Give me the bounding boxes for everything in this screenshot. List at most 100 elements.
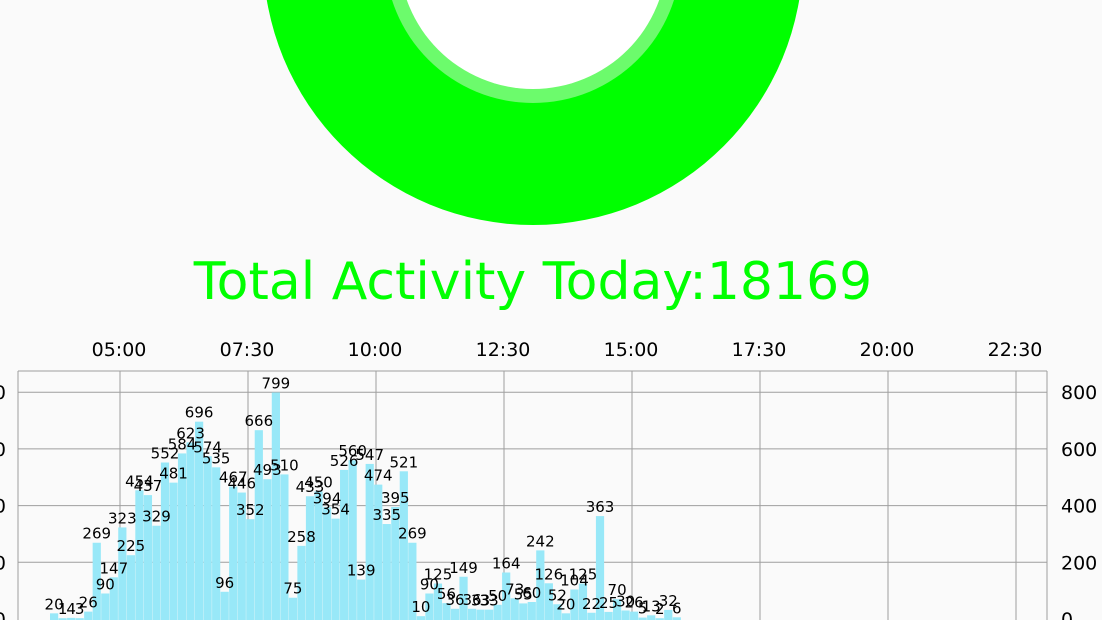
data-label: 4	[66, 600, 76, 618]
bar	[587, 612, 596, 620]
total-activity-label: Total Activity Today:	[193, 252, 707, 312]
data-label: 30	[616, 592, 635, 610]
data-label: 335	[372, 506, 401, 524]
bar	[186, 442, 195, 620]
y-tick-label-left: 400	[0, 496, 6, 518]
bar	[612, 599, 622, 620]
bar	[357, 579, 366, 620]
bar	[67, 617, 76, 620]
data-label: 547	[355, 446, 384, 464]
bar	[220, 591, 229, 620]
bar	[638, 617, 647, 620]
bar	[348, 460, 357, 620]
bar	[84, 611, 93, 620]
chart-bars	[50, 392, 681, 620]
bar	[169, 482, 178, 620]
bar	[672, 617, 681, 620]
data-label: 36	[445, 591, 464, 609]
data-label: 52	[548, 586, 567, 604]
bar	[510, 598, 519, 620]
bar	[493, 604, 502, 620]
bar	[433, 583, 443, 620]
data-label: 258	[287, 528, 316, 546]
bar	[212, 467, 221, 620]
total-activity-value: 18169	[706, 252, 873, 312]
bar	[604, 611, 613, 620]
y-tick-label-right: 400	[1061, 496, 1097, 518]
data-label: 22	[582, 595, 601, 613]
y-tick-label-left: 600	[0, 439, 6, 461]
bar	[118, 527, 127, 620]
bar	[365, 463, 374, 620]
data-label: 493	[253, 461, 282, 479]
y-tick-label-left: 0	[0, 609, 6, 620]
bar	[314, 491, 323, 620]
bar	[58, 618, 67, 620]
data-label: 535	[202, 449, 231, 467]
activity-bar-chart: 2014326269901473232254544373295524815846…	[0, 339, 1097, 620]
data-label: 329	[142, 508, 171, 526]
data-label: 623	[176, 424, 205, 442]
data-label: 25	[599, 594, 618, 612]
bar	[135, 490, 144, 620]
data-label: 10	[411, 598, 430, 616]
bar	[408, 542, 417, 620]
data-label: 32	[659, 592, 678, 610]
data-label: 225	[117, 537, 146, 555]
data-label: 352	[236, 501, 265, 519]
y-tick-label-right: 600	[1061, 439, 1097, 461]
data-label: 55	[514, 585, 533, 603]
bar	[553, 604, 562, 620]
x-tick-label: 07:30	[220, 339, 275, 361]
bar	[203, 456, 212, 620]
data-label: 5	[638, 600, 648, 618]
bar	[331, 518, 340, 620]
bar	[450, 608, 460, 620]
data-label: 20	[556, 595, 575, 613]
bar	[340, 469, 349, 620]
bar	[595, 516, 605, 620]
bar	[416, 616, 425, 620]
activity-ring	[266, 0, 800, 225]
bar	[442, 603, 451, 620]
bar	[630, 611, 639, 620]
x-tick-label: 17:30	[732, 339, 787, 361]
bar	[527, 601, 536, 620]
data-label: 6	[672, 599, 682, 617]
bar	[459, 576, 468, 620]
x-tick-label: 12:30	[476, 339, 531, 361]
bar	[109, 577, 118, 620]
bar	[160, 462, 170, 620]
data-label: 73	[505, 580, 524, 598]
bar	[126, 555, 135, 620]
x-tick-label: 15:00	[604, 339, 659, 361]
data-label: 60	[522, 584, 541, 602]
data-label: 450	[304, 473, 333, 491]
data-label: 395	[381, 489, 410, 507]
data-label: 3	[75, 600, 85, 618]
bar	[647, 615, 656, 620]
data-label: 125	[569, 566, 598, 584]
bar	[391, 507, 400, 620]
data-label: 126	[535, 565, 564, 583]
total-activity-title: Total Activity Today:18169	[0, 252, 1066, 312]
bar	[476, 609, 485, 620]
data-label: 363	[586, 498, 615, 516]
ring-outer	[266, 0, 800, 225]
bar	[237, 492, 246, 620]
data-label: 1	[58, 600, 68, 618]
data-label: 467	[219, 469, 248, 487]
data-label: 552	[151, 445, 180, 463]
bar	[254, 430, 263, 620]
data-label: 799	[262, 374, 291, 392]
bar	[664, 609, 673, 620]
data-label: 139	[347, 562, 376, 580]
x-tick-label: 22:30	[988, 339, 1043, 361]
bar	[322, 507, 332, 620]
bar	[297, 545, 306, 620]
bar	[271, 392, 280, 620]
data-label: 90	[96, 575, 115, 593]
bar	[143, 495, 153, 620]
data-label: 666	[244, 412, 273, 430]
data-label: 70	[608, 581, 627, 599]
